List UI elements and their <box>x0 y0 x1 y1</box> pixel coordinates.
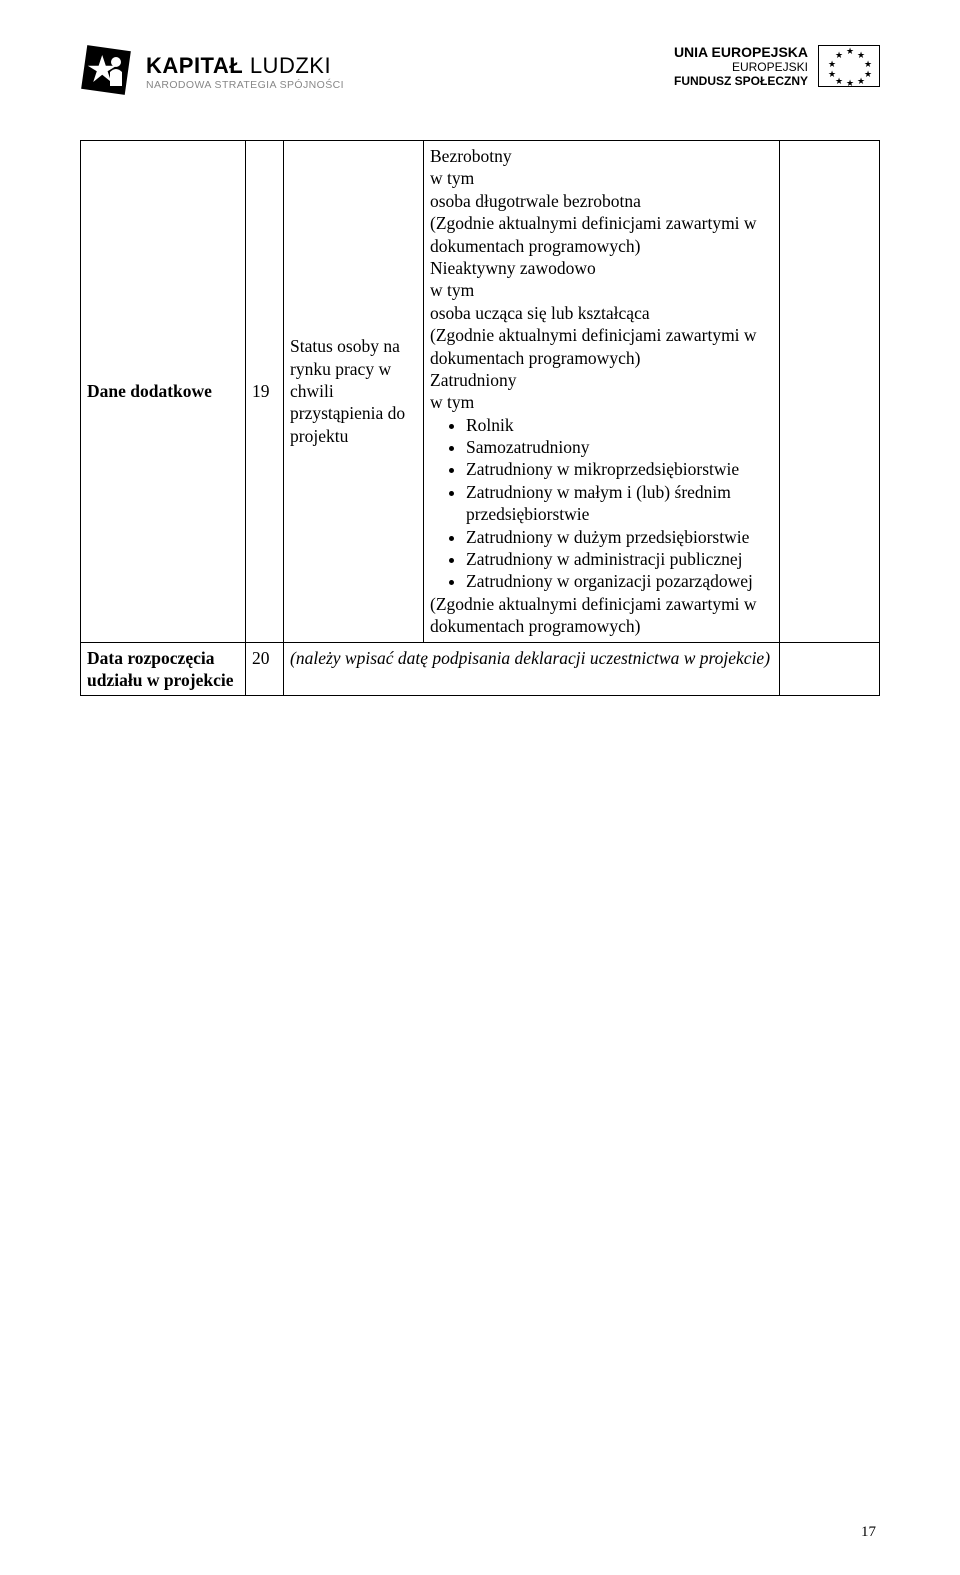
eu-line1: UNIA EUROPEJSKA <box>674 44 808 60</box>
logo-left: KAPITAŁ LUDZKI NARODOWA STRATEGIA SPÓJNO… <box>80 44 344 100</box>
content-line: w tym <box>430 167 773 189</box>
logo-right: UNIA EUROPEJSKA EUROPEJSKI FUNDUSZ SPOŁE… <box>674 44 880 88</box>
page: KAPITAŁ LUDZKI NARODOWA STRATEGIA SPÓJNO… <box>0 0 960 1575</box>
cell-row-number: 20 <box>246 642 284 696</box>
list-item: Zatrudniony w organizacji pozarządowej <box>466 570 773 592</box>
logo-left-title-rest: LUDZKI <box>243 53 331 78</box>
bullet-list: Rolnik Samozatrudniony Zatrudniony w mik… <box>430 414 773 593</box>
cell-content: (należy wpisać datę podpisania deklaracj… <box>284 642 780 696</box>
kapital-ludzki-icon <box>80 44 136 100</box>
cell-content: Bezrobotny w tym osoba długotrwale bezro… <box>424 141 780 643</box>
logo-left-text: KAPITAŁ LUDZKI NARODOWA STRATEGIA SPÓJNO… <box>146 53 344 91</box>
eu-flag-icon: ★ ★ ★ ★ ★ ★ ★ ★ ★ ★ <box>818 45 880 87</box>
content-line: osoba długotrwale bezrobotna <box>430 190 773 212</box>
content-line: w tym <box>430 391 773 413</box>
section-label-2: Data rozpoczęcia udziału w projekcie <box>87 648 234 690</box>
logo-left-subtitle: NARODOWA STRATEGIA SPÓJNOŚCI <box>146 79 344 91</box>
table-row: Data rozpoczęcia udziału w projekcie 20 … <box>81 642 880 696</box>
page-header: KAPITAŁ LUDZKI NARODOWA STRATEGIA SPÓJNO… <box>80 44 880 100</box>
cell-field-label: Status osoby na rynku pracy w chwili prz… <box>284 141 424 643</box>
cell-empty <box>780 141 880 643</box>
page-number: 17 <box>861 1524 876 1541</box>
list-item: Zatrudniony w dużym przedsiębiorstwie <box>466 526 773 548</box>
content-line: (Zgodnie aktualnymi definicjami zawartym… <box>430 212 773 257</box>
list-item: Zatrudniony w administracji publicznej <box>466 548 773 570</box>
content-line: Zatrudniony <box>430 369 773 391</box>
cell-section-label: Data rozpoczęcia udziału w projekcie <box>81 642 246 696</box>
data-table: Dane dodatkowe 19 Status osoby na rynku … <box>80 140 880 696</box>
cell-row-number: 19 <box>246 141 284 643</box>
list-item: Zatrudniony w małym i (lub) średnim prze… <box>466 481 773 526</box>
table-row: Dane dodatkowe 19 Status osoby na rynku … <box>81 141 880 643</box>
content-line: w tym <box>430 279 773 301</box>
cell-section-label: Dane dodatkowe <box>81 141 246 643</box>
content-line: (Zgodnie aktualnymi definicjami zawartym… <box>430 324 773 369</box>
content-line: (Zgodnie aktualnymi definicjami zawartym… <box>430 593 773 638</box>
eu-line3: FUNDUSZ SPOŁECZNY <box>674 74 808 88</box>
list-item: Zatrudniony w mikroprzedsiębiorstwie <box>466 458 773 480</box>
cell-empty <box>780 642 880 696</box>
content-line: osoba ucząca się lub kształcąca <box>430 302 773 324</box>
list-item: Samozatrudniony <box>466 436 773 458</box>
logo-right-text: UNIA EUROPEJSKA EUROPEJSKI FUNDUSZ SPOŁE… <box>674 44 808 88</box>
logo-left-title: KAPITAŁ LUDZKI <box>146 53 344 79</box>
content-line: Bezrobotny <box>430 145 773 167</box>
logo-left-title-bold: KAPITAŁ <box>146 53 243 78</box>
list-item: Rolnik <box>466 414 773 436</box>
section-label-1: Dane dodatkowe <box>87 381 212 401</box>
content-line: Nieaktywny zawodowo <box>430 257 773 279</box>
eu-line2: EUROPEJSKI <box>674 60 808 74</box>
